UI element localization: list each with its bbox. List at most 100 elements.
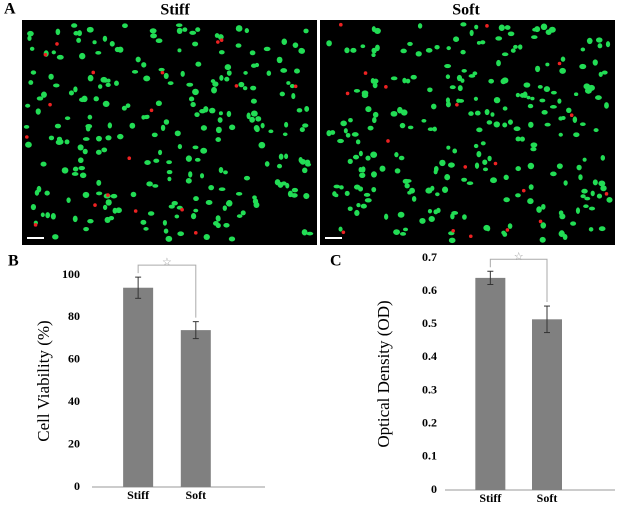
live-cell <box>79 52 86 60</box>
live-cell <box>130 191 137 198</box>
live-cell <box>486 120 493 125</box>
live-cell <box>550 90 557 95</box>
live-cell <box>527 162 535 170</box>
live-cell <box>400 109 408 116</box>
live-cell <box>473 143 479 149</box>
live-cell <box>217 117 223 123</box>
live-cell <box>53 83 60 88</box>
live-cell <box>218 111 223 116</box>
live-cell <box>476 127 483 133</box>
live-cell <box>559 230 564 235</box>
live-cell <box>98 84 103 89</box>
live-cell <box>486 225 491 232</box>
live-cell <box>25 141 32 148</box>
live-cell <box>472 71 478 76</box>
live-cell <box>427 208 433 214</box>
bar <box>180 330 211 487</box>
live-cell <box>326 40 332 47</box>
y-axis-label: Optical Density (OD) <box>374 300 393 447</box>
live-cell <box>243 71 248 75</box>
live-cell <box>353 88 361 93</box>
live-cell <box>460 49 466 55</box>
live-cell <box>200 125 207 131</box>
live-cell <box>147 211 155 216</box>
live-cell <box>205 200 213 205</box>
live-cell <box>108 216 115 221</box>
live-cell <box>54 123 62 129</box>
live-cell <box>95 149 102 155</box>
live-cell <box>355 139 361 145</box>
live-cell <box>254 126 260 133</box>
y-tick-label: 0.6 <box>422 283 437 297</box>
dead-cell <box>55 42 59 46</box>
live-cell <box>223 223 230 228</box>
live-cell <box>474 162 480 169</box>
live-cell <box>72 166 79 172</box>
live-cell <box>457 99 465 103</box>
live-cell <box>339 185 344 190</box>
live-cell <box>23 125 30 129</box>
live-cell <box>515 193 521 198</box>
live-cell <box>452 148 458 154</box>
dead-cell <box>363 71 368 75</box>
live-cell <box>361 166 366 173</box>
dead-cell <box>133 209 138 213</box>
live-cell <box>102 100 110 108</box>
live-cell <box>107 122 113 129</box>
live-cell <box>224 64 232 71</box>
live-cell <box>453 36 460 42</box>
live-cell <box>556 163 563 169</box>
live-cell <box>235 43 242 48</box>
dead-cell <box>193 231 198 235</box>
live-cell <box>122 23 128 29</box>
live-cell <box>228 236 236 242</box>
live-cell <box>250 85 257 91</box>
live-cell <box>592 59 598 66</box>
live-cell <box>238 81 245 88</box>
dead-cell <box>43 52 48 57</box>
live-cell <box>48 135 55 141</box>
live-cell <box>583 204 589 209</box>
live-cell <box>151 132 158 138</box>
live-cell <box>503 197 510 203</box>
live-cell <box>189 30 197 35</box>
live-cell <box>431 103 437 110</box>
live-cell <box>278 153 284 160</box>
live-cell <box>519 136 525 142</box>
dead-cell <box>604 192 609 196</box>
live-cell <box>145 114 150 119</box>
live-cell <box>30 203 37 211</box>
live-cell <box>131 69 139 74</box>
live-cell <box>254 62 260 68</box>
live-cell <box>337 138 344 144</box>
live-cell <box>461 69 467 73</box>
live-cell <box>563 180 568 186</box>
live-cell <box>446 46 451 51</box>
live-cell <box>360 203 367 209</box>
live-cell <box>105 135 112 141</box>
live-cell <box>361 92 369 99</box>
live-cell <box>199 173 205 179</box>
live-cell <box>281 38 288 45</box>
live-cell <box>484 108 490 116</box>
live-cell <box>73 86 78 93</box>
live-cell <box>141 62 147 68</box>
live-cell <box>152 184 159 188</box>
live-cell <box>289 84 295 89</box>
live-cell <box>351 132 359 137</box>
live-cell <box>359 172 366 179</box>
live-cell <box>264 161 270 167</box>
live-cell <box>402 178 410 184</box>
live-cell <box>397 211 405 218</box>
dead-cell <box>455 102 459 107</box>
live-cell <box>606 197 613 203</box>
dead-cell <box>234 84 239 88</box>
live-cell <box>175 23 183 28</box>
y-axis-label: Cell Viability (%) <box>34 320 53 441</box>
live-cell <box>203 234 210 240</box>
live-cell <box>219 75 224 81</box>
live-cell <box>280 68 288 73</box>
significance-bracket <box>137 264 197 318</box>
live-cell <box>192 145 199 150</box>
